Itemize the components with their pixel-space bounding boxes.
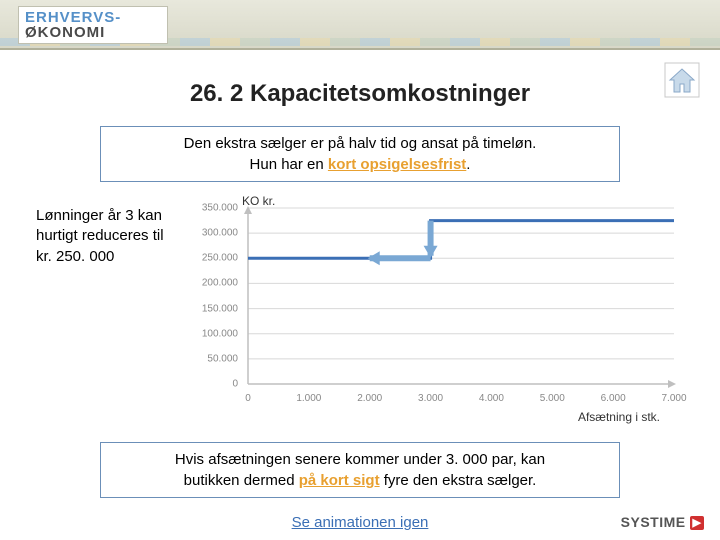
capacity-cost-chart: 050.000100.000150.000200.000250.000300.0…	[244, 198, 684, 388]
page-title: 26. 2 Kapacitetsomkostninger	[36, 80, 684, 108]
footer-logo: SYSTIME ▶	[621, 514, 704, 530]
x-tick-label: 5.000	[540, 393, 565, 404]
y-tick-label: 200.000	[192, 278, 238, 289]
header-band: ERHVERVS- ØKONOMI	[0, 0, 720, 50]
footer-arrow-icon: ▶	[690, 516, 704, 530]
y-tick-label: 350.000	[192, 203, 238, 214]
info1-line2: Hun har en kort opsigelsesfrist.	[111, 154, 609, 175]
replay-animation-link[interactable]: Se animationen igen	[36, 514, 684, 531]
info1-line1: Den ekstra sælger er på halv tid og ansa…	[111, 133, 609, 154]
brand-logo: ERHVERVS- ØKONOMI	[18, 6, 168, 44]
chart-row: Lønninger år 3 kan hurtigt reduceres til…	[36, 198, 684, 424]
x-tick-label: 4.000	[479, 393, 504, 404]
x-tick-label: 2.000	[357, 393, 382, 404]
info2-line2: butikken dermed på kort sigt fyre den ek…	[111, 470, 609, 491]
side-annotation: Lønninger år 3 kan hurtigt reduceres til…	[36, 206, 176, 267]
logo-line1: ERHVERVS-	[25, 10, 161, 25]
info-box-top: Den ekstra sælger er på halv tid og ansa…	[100, 126, 620, 182]
y-tick-label: 50.000	[192, 353, 238, 364]
x-axis-label: Afsætning i stk.	[188, 410, 660, 424]
x-tick-label: 0	[245, 393, 251, 404]
y-tick-label: 300.000	[192, 228, 238, 239]
home-icon[interactable]	[664, 62, 700, 98]
logo-line2: ØKONOMI	[25, 25, 161, 40]
x-tick-label: 6.000	[601, 393, 626, 404]
chart-wrap: KO kr. 050.000100.000150.000200.000250.0…	[188, 198, 684, 424]
x-tick-label: 7.000	[661, 393, 686, 404]
y-tick-label: 250.000	[192, 253, 238, 264]
x-tick-label: 1.000	[296, 393, 321, 404]
y-tick-label: 100.000	[192, 328, 238, 339]
y-tick-label: 150.000	[192, 303, 238, 314]
info-box-bottom: Hvis afsætningen senere kommer under 3. …	[100, 442, 620, 498]
content-area: 26. 2 Kapacitetsomkostninger Den ekstra …	[0, 50, 720, 531]
y-tick-label: 0	[192, 379, 238, 390]
x-tick-label: 3.000	[418, 393, 443, 404]
info2-line1: Hvis afsætningen senere kommer under 3. …	[111, 449, 609, 470]
